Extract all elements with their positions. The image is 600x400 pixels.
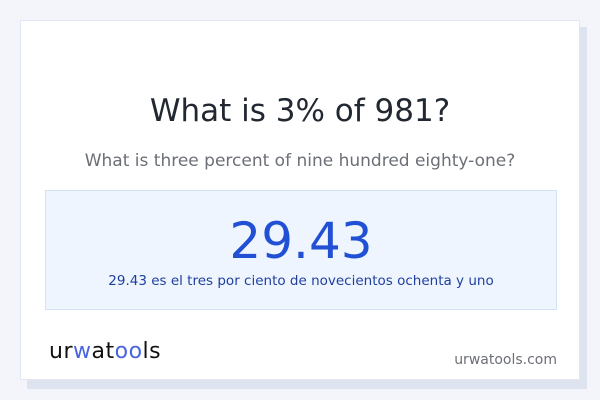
page-subtitle: What is three percent of nine hundred ei…	[84, 151, 516, 171]
site-url: urwatools.com	[454, 352, 557, 368]
result-description: 29.43 es el tres por ciento de novecient…	[108, 273, 494, 289]
result-box: 29.43 29.43 es el tres por ciento de nov…	[45, 190, 557, 310]
result-value: 29.43	[229, 212, 373, 270]
page-title: What is 3% of 981?	[149, 93, 451, 129]
result-card: What is 3% of 981? What is three percent…	[20, 20, 580, 380]
urwatools-logo[interactable]: urwatools	[49, 339, 162, 364]
